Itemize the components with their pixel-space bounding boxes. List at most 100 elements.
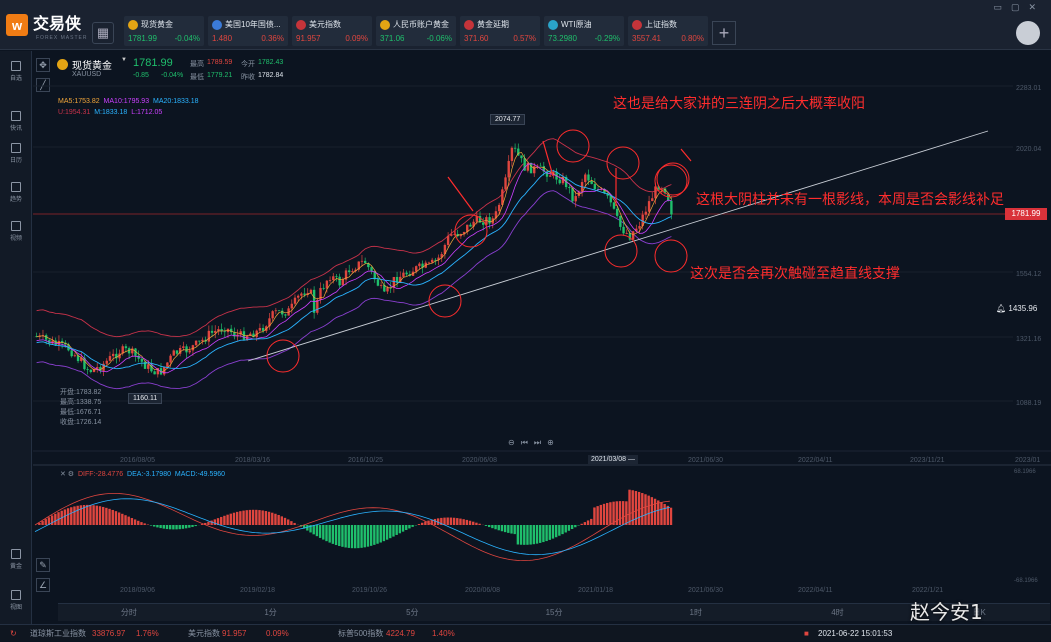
add-quote-button[interactable]: + (712, 21, 736, 45)
candle-body (584, 174, 586, 182)
macd-histogram-bar (214, 519, 216, 525)
macd-histogram-bar (54, 514, 56, 525)
macd-histogram-bar (584, 522, 586, 525)
macd-histogram-bar (41, 521, 43, 525)
tab-period[interactable]: 15分 (483, 604, 625, 621)
macd-histogram-bar (354, 525, 356, 548)
candle-body (291, 304, 293, 309)
tab-period[interactable]: 分时 (58, 604, 200, 621)
quote-card-wti[interactable]: WTI原油 73.2980-0.29% (544, 16, 624, 46)
macd-histogram-bar (370, 525, 372, 546)
macd-histogram-bar (367, 525, 369, 547)
settings-icon[interactable]: ✕ ⚙ (60, 471, 74, 478)
macd-histogram-bar (657, 500, 659, 525)
macd-histogram-bar (99, 506, 101, 525)
candle-body (619, 216, 621, 227)
macd-histogram-bar (64, 509, 66, 525)
playback-controls[interactable]: ⊖⏮⏭⊕ (508, 438, 560, 448)
instrument-name[interactable]: 现货黄金 (72, 57, 112, 72)
macd-histogram-bar (373, 525, 375, 545)
macd-histogram-bar (38, 523, 40, 525)
macd-histogram-bar (609, 502, 611, 525)
macd-panel (35, 490, 672, 561)
gold-coin-icon (380, 20, 390, 30)
macd-histogram-bar (603, 504, 605, 525)
macd-histogram-bar (188, 525, 190, 528)
macd-histogram-bar (469, 521, 471, 525)
sidebar-item-news[interactable]: 快讯 (0, 111, 32, 132)
quote-card-rmb-gold[interactable]: 人民币账户黄金 371.06-0.06% (376, 16, 456, 46)
macd-histogram-bar (663, 504, 665, 525)
sidebar-item-view[interactable]: 视图 (0, 590, 32, 611)
candle-body (418, 264, 420, 267)
candle-body (153, 371, 155, 374)
tab-period[interactable]: 5分 (341, 604, 483, 621)
macd-histogram-bar (150, 525, 152, 526)
candle-body (214, 331, 216, 333)
macd-histogram-bar (233, 513, 235, 525)
tab-period[interactable]: 1时 (625, 604, 767, 621)
macd-histogram-bar (293, 523, 295, 525)
date-axis-tick: 2016/08/05 (120, 457, 155, 464)
sidebar-item-calendar[interactable]: 日历 (0, 143, 32, 164)
macd-histogram-bar (351, 525, 353, 548)
price-axis-tick: 2020.04 (1016, 146, 1041, 153)
tab-period[interactable]: 4时 (767, 604, 909, 621)
sidebar-item-gold[interactable]: 黄金 (0, 549, 32, 570)
price-axis-tick: 1088.19 (1016, 400, 1041, 407)
candle-body (530, 163, 532, 173)
candle-body (469, 225, 471, 227)
macd-histogram-bar (96, 506, 98, 525)
candle-body (616, 209, 618, 216)
highlight-circle (655, 240, 687, 272)
instrument-change-pct: -0.04% (161, 72, 183, 79)
quote-card-gold[interactable]: 现货黄金 1781.99-0.04% (124, 16, 204, 46)
app-subtitle: FOREX MASTER (36, 35, 87, 41)
macd-histogram-bar (313, 525, 315, 534)
candle-body (169, 356, 171, 363)
bar-chart-icon (212, 20, 222, 30)
macd-histogram-bar (660, 502, 662, 525)
sidebar-item-trend[interactable]: 趋势 (0, 182, 32, 203)
annotation-arrow (448, 177, 473, 211)
macd-histogram-bar (383, 525, 385, 541)
macd-histogram-bar (182, 525, 184, 529)
chevron-down-icon[interactable]: ▼ (121, 57, 127, 63)
sidebar-item-video[interactable]: 视频 (0, 221, 32, 242)
candle-body (482, 222, 484, 224)
macd-histogram-bar (670, 508, 672, 525)
macd-histogram-bar (185, 525, 187, 528)
candle-body (329, 280, 331, 281)
news-icon (11, 111, 21, 121)
price-chart[interactable] (33, 51, 1051, 603)
tab-period[interactable]: 1分 (200, 604, 342, 621)
macd-histogram-bar (265, 511, 267, 525)
window-controls[interactable]: ▭▢✕ (993, 2, 1045, 13)
date-axis-tick: 2016/10/25 (348, 457, 383, 464)
candle-body (428, 263, 430, 264)
macd-histogram-bar (434, 519, 436, 525)
calendar-icon (11, 143, 21, 153)
app-name: 交易侠 (33, 17, 81, 33)
candlesticks (35, 144, 672, 378)
macd-histogram-bar (386, 525, 388, 540)
macd-histogram-bar (290, 521, 292, 525)
macd-histogram-bar (488, 525, 490, 527)
macd-histogram-bar (456, 518, 458, 525)
refresh-icon[interactable]: ↻ (10, 625, 17, 642)
candle-body (594, 184, 596, 189)
macd-histogram-bar (667, 506, 669, 525)
grid-menu-button[interactable]: ▦ (92, 22, 114, 44)
low-value: 1779.21 (207, 72, 232, 79)
candle-body (271, 311, 273, 318)
macd-histogram-bar (236, 512, 238, 525)
macd-histogram-bar (459, 519, 461, 525)
macd-histogram-bar (195, 525, 197, 526)
macd-histogram-bar (92, 505, 94, 525)
sidebar-item-watchlist[interactable]: 自选 (0, 61, 32, 82)
avatar[interactable] (1016, 21, 1040, 45)
